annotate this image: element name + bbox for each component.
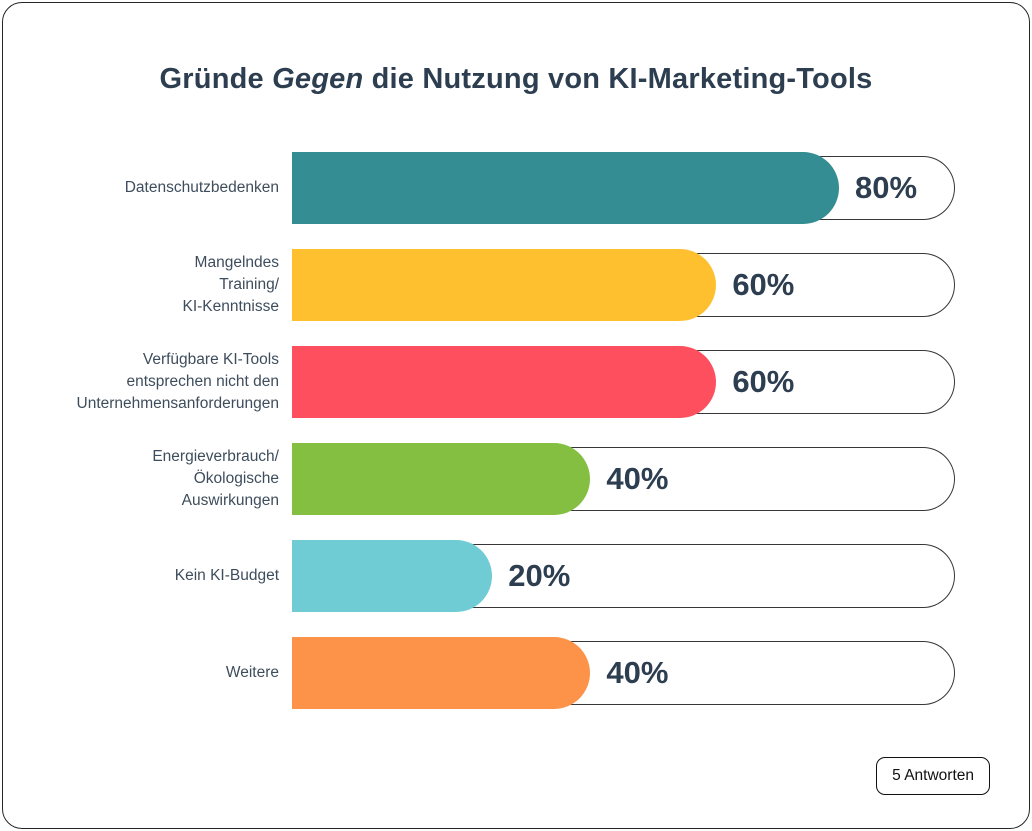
bar-fill bbox=[292, 540, 493, 612]
bar-row: Datenschutzbedenken 80% bbox=[3, 152, 1029, 224]
chart-title-italic: Gegen bbox=[272, 63, 364, 95]
bar-row: Kein KI-Budget 20% bbox=[3, 540, 1029, 612]
chart-title: Gründe Gegen die Nutzung von KI-Marketin… bbox=[3, 63, 1029, 96]
bar-track-area: 80% bbox=[292, 152, 955, 224]
bar-value: 40% bbox=[606, 655, 669, 690]
bar-label: Verfügbare KI-Tools entsprechen nicht den… bbox=[76, 351, 280, 412]
bar-track-area: 60% bbox=[292, 249, 955, 321]
bar-fill bbox=[292, 346, 717, 418]
bar-track-area: 40% bbox=[292, 637, 955, 709]
bar-fill bbox=[292, 443, 591, 515]
answers-badge: 5 Antworten bbox=[876, 757, 990, 795]
bar-row: Energieverbrauch/Ökologische Auswirkungen… bbox=[3, 443, 1029, 515]
bar-track-area: 40% bbox=[292, 443, 955, 515]
bar-fill bbox=[292, 152, 839, 224]
bar-row: Verfügbare KI-Tools entsprechen nicht den… bbox=[3, 346, 1029, 418]
bar-label: Datenschutzbedenken bbox=[124, 179, 279, 196]
bar-value: 40% bbox=[606, 461, 669, 496]
bar-track-area: 20% bbox=[292, 540, 955, 612]
bar-label: Energieverbrauch/Ökologische Auswirkungen bbox=[152, 448, 279, 509]
bar-row: Weitere 40% bbox=[3, 637, 1029, 709]
bar-value: 80% bbox=[854, 170, 918, 205]
bar-row: Mangelndes Training/KI-Kenntnisse 60% bbox=[3, 249, 1029, 321]
chart-title-suffix: die Nutzung von KI-Marketing-Tools bbox=[363, 63, 873, 95]
bar-value: 60% bbox=[732, 364, 795, 399]
bar-fill bbox=[292, 637, 591, 709]
bar-value: 60% bbox=[732, 267, 795, 302]
bar-fill bbox=[292, 249, 717, 321]
bar-track-area: 60% bbox=[292, 346, 955, 418]
bar-value: 20% bbox=[508, 558, 571, 593]
bar-chart: Datenschutzbedenken 80% Mangelndes Training… bbox=[3, 152, 1029, 734]
bar-label: Mangelndes Training/KI-Kenntnisse bbox=[182, 254, 280, 315]
bar-label: Weitere bbox=[225, 664, 279, 681]
chart-title-prefix: Gründe bbox=[159, 63, 273, 95]
bar-label: Kein KI-Budget bbox=[174, 567, 279, 584]
